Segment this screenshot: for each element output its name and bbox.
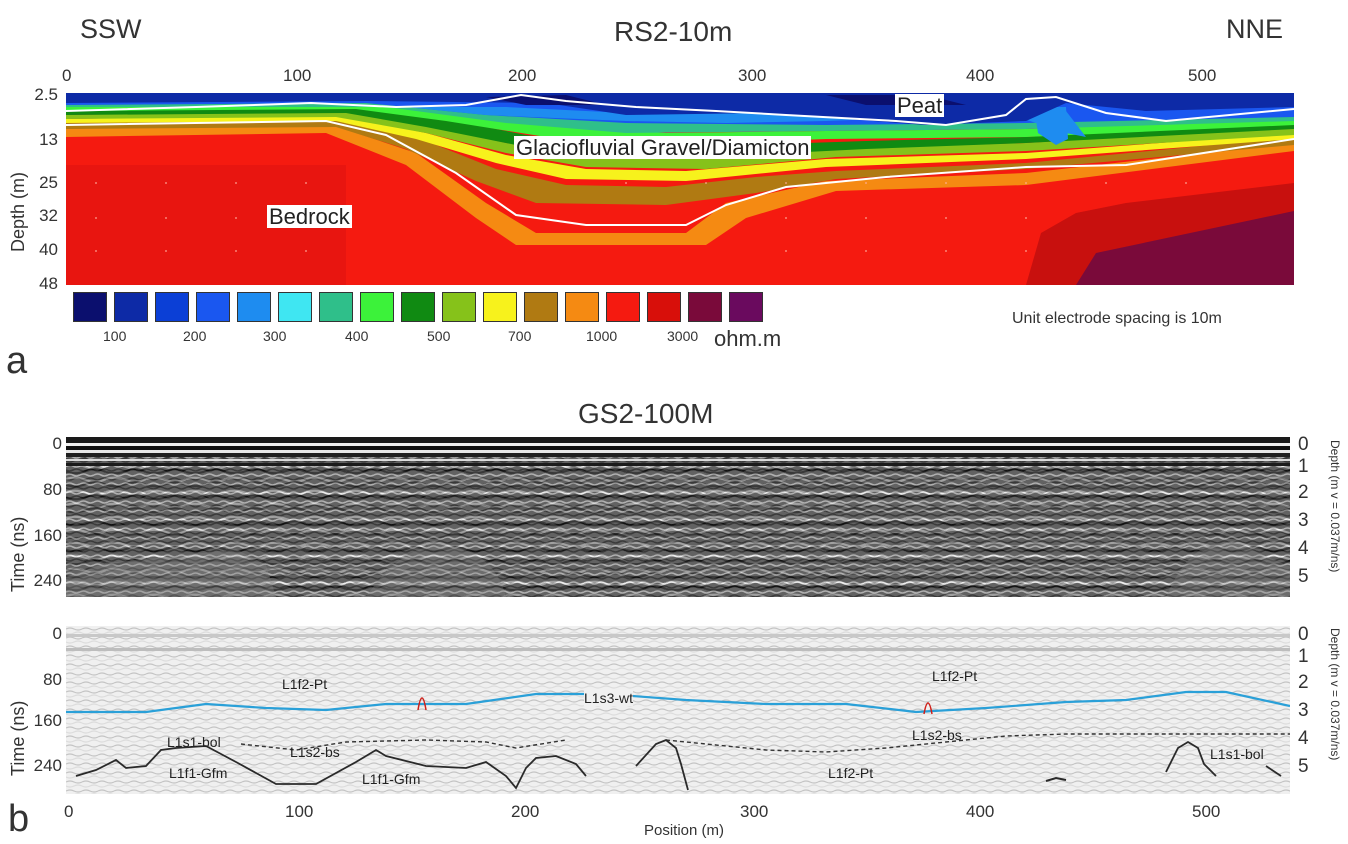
interp-label: L1s2-bs	[912, 727, 962, 743]
x-tick: 100	[285, 802, 314, 821]
direction-right: NNE	[1226, 14, 1284, 44]
legend-swatch	[647, 292, 681, 322]
depth-tick: 25	[39, 173, 58, 192]
time-tick: 0	[52, 434, 62, 453]
interp-label: L1s1-bol	[167, 734, 221, 750]
peat-label: Peat	[895, 93, 945, 118]
x-tick: 0	[62, 66, 72, 85]
depth-tick: 2.5	[34, 85, 58, 104]
legend-label: 1000	[586, 328, 618, 344]
legend-swatch	[114, 292, 148, 322]
time-tick: 160	[33, 711, 62, 730]
legend-swatch	[729, 292, 763, 322]
legend-swatch	[196, 292, 230, 322]
depth-tick: 4	[1298, 728, 1309, 749]
interp-label: L1s1-bol	[1210, 746, 1264, 762]
legend-swatch	[73, 292, 107, 322]
depth-tick: 0	[1298, 624, 1309, 645]
depth-tick: 48	[39, 274, 58, 293]
depth-tick: 3	[1298, 700, 1309, 721]
legend-swatch	[565, 292, 599, 322]
depth-tick: 40	[39, 240, 58, 259]
depth-tick: 32	[39, 206, 58, 225]
resistivity-section	[66, 93, 1294, 285]
time-tick: 0	[52, 624, 62, 643]
time-tick: 240	[33, 571, 62, 590]
interp-label: L1f1-Gfm	[169, 765, 228, 781]
time-tick: 160	[33, 526, 62, 545]
interp-label: L1f2-Pt	[932, 668, 978, 684]
depth-tick: 13	[39, 130, 58, 149]
depth-tick: 5	[1298, 756, 1309, 777]
legend-swatch	[155, 292, 189, 322]
legend-swatch	[360, 292, 394, 322]
panel-label-b: b	[8, 798, 30, 840]
legend-swatch	[524, 292, 558, 322]
depth-tick: 4	[1298, 538, 1309, 559]
x-tick: 300	[738, 66, 767, 85]
legend-swatch	[237, 292, 271, 322]
legend-label: 400	[345, 328, 369, 344]
x-tick: 400	[966, 802, 995, 821]
time-tick: 80	[43, 670, 62, 689]
x-tick: 300	[740, 802, 769, 821]
legend-swatch	[319, 292, 353, 322]
gpr-interpretation	[66, 626, 1290, 794]
legend-label: 200	[183, 328, 207, 344]
x-tick: 500	[1192, 802, 1221, 821]
legend-swatch	[606, 292, 640, 322]
legend-swatch	[688, 292, 722, 322]
gravel-label: Glaciofluvial Gravel/Diamicton	[514, 135, 812, 160]
depth-tick: 2	[1298, 482, 1309, 503]
x-tick: 100	[283, 66, 312, 85]
bedrock-label: Bedrock	[267, 204, 352, 229]
legend-swatch	[278, 292, 312, 322]
x-tick: 200	[508, 66, 537, 85]
legend-label: 700	[508, 328, 532, 344]
x-tick: 0	[64, 802, 74, 821]
legend-unit: ohm.m	[714, 326, 782, 351]
direction-left: SSW	[80, 14, 142, 44]
legend-swatch	[442, 292, 476, 322]
depth-tick: 1	[1298, 456, 1309, 477]
interp-label: L1f1-Gfm	[362, 771, 421, 787]
legend-swatch	[483, 292, 517, 322]
interp-label: L1f2-Pt	[828, 765, 874, 781]
gpr-radargram	[66, 437, 1290, 597]
panel-b-title: GS2-100M	[578, 398, 714, 429]
depth-axis-label-right: Depth (m v = 0.037m/ns)	[1328, 628, 1342, 761]
interp-label: L1s2-bs	[290, 744, 340, 760]
electrode-spacing-note: Unit electrode spacing is 10m	[1012, 310, 1222, 327]
legend-label: 300	[263, 328, 287, 344]
legend-label: 100	[103, 328, 127, 344]
panel-label-a: a	[6, 340, 28, 382]
x-tick: 200	[511, 802, 540, 821]
panel-a-title: RS2-10m	[614, 16, 733, 47]
x-tick: 500	[1188, 66, 1217, 85]
legend-swatch	[401, 292, 435, 322]
x-axis-label: Position (m)	[644, 822, 725, 839]
time-tick: 240	[33, 756, 62, 775]
x-tick: 400	[966, 66, 995, 85]
depth-tick: 2	[1298, 672, 1309, 693]
interp-label: L1s3-wt	[584, 690, 634, 706]
depth-tick: 3	[1298, 510, 1309, 531]
depth-tick: 0	[1298, 434, 1309, 455]
depth-tick: 1	[1298, 646, 1309, 667]
depth-axis-label-right: Depth (m v = 0.037m/ns)	[1328, 440, 1342, 573]
depth-tick: 5	[1298, 566, 1309, 587]
time-tick: 80	[43, 480, 62, 499]
legend-label: 3000	[667, 328, 699, 344]
legend-label: 500	[427, 328, 451, 344]
interp-label: L1f2-Pt	[282, 676, 328, 692]
